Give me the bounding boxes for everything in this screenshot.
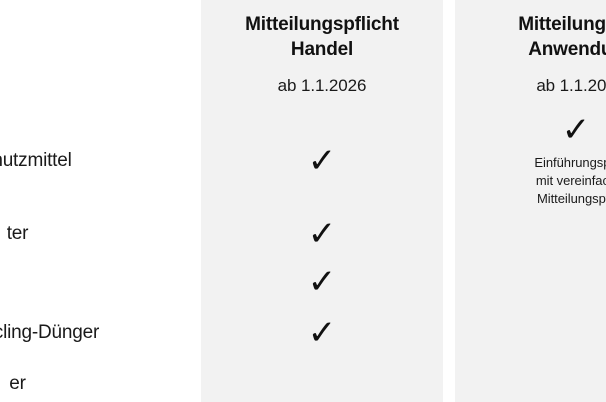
check-icon: ✓ [307,312,337,353]
row-label: nschutzmittel [0,111,201,211]
cell-anwendung [455,306,606,360]
check-icon: ✓ [307,214,337,255]
check-icon: ✓ [307,140,337,181]
row-label: ter [0,210,201,259]
row-label [0,258,201,307]
header-row: Mitteilungspflicht Handel ab 1.1.2026 Mi… [0,0,606,112]
cell-handel: ✓ [201,210,443,259]
column-gap-spacer [443,111,455,211]
column-gap-spacer [443,0,455,112]
header-title-line2-anwendung: Anwendun [528,39,606,61]
table-header: Mitteilungspflicht Handel ab 1.1.2026 Mi… [0,0,606,112]
column-gap-spacer [443,210,455,259]
cell-handel: ✓ [201,258,443,307]
cell-note-line3: Mitteilungspfli [536,191,606,207]
cell-note-line2: mit vereinfach [535,173,606,189]
column-gap-spacer [443,258,455,307]
cell-anwendung: ✓ Einführungsph mit vereinfach Mitteilun… [455,110,606,211]
header-subtitle-anwendung: ab 1.1.202 [536,76,606,96]
header-cell-mitteilungspflicht-anwendung: Mitteilungspf Anwendun ab 1.1.202 [455,0,606,112]
header-cell-mitteilungspflicht-handel: Mitteilungspflicht Handel ab 1.1.2026 [201,0,443,112]
table-row: ter ✓ [0,210,606,259]
header-title-line1-handel: Mitteilungspflicht [245,14,399,35]
header-title-line2-handel: Handel [290,39,354,61]
row-label: er [0,359,201,402]
header-subtitle-handel: ab 1.1.2026 [277,76,367,96]
table-row: nschutzmittel ✓ ✓ Einführungsph mit vere… [0,110,606,211]
cell-anwendung [455,258,606,307]
cell-anwendung [455,210,606,259]
column-gap-spacer [443,306,455,360]
check-icon: ✓ [561,110,591,151]
cell-anwendung [455,359,606,402]
table-body: nschutzmittel ✓ ✓ Einführungsph mit vere… [0,111,606,402]
table-row: er [0,359,606,402]
column-gap-spacer [443,359,455,402]
cell-handel: ✓ [201,111,443,211]
cell-handel: ✓ [201,306,443,360]
table-row: d Recycling-Dünger ✓ [0,306,606,360]
row-label: d Recycling-Dünger [0,306,201,360]
cell-note-line1: Einführungsph [534,155,606,171]
check-icon: ✓ [307,262,337,303]
header-cell-row-label [0,0,201,112]
table-row: ✓ [0,258,606,307]
header-title-line1-anwendung: Mitteilungspf [518,14,606,35]
cell-handel [201,359,443,402]
